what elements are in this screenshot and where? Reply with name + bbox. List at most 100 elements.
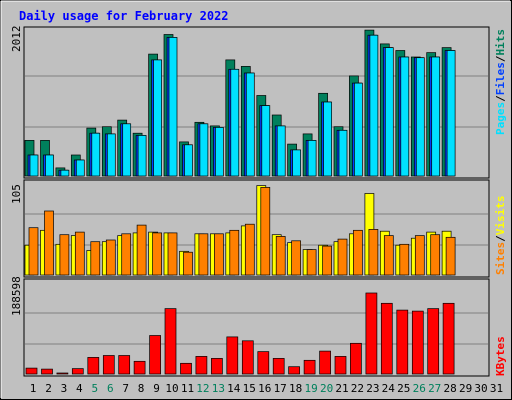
pages-bar [323,101,332,177]
x-tick-label: 23 [366,382,379,395]
sites-bar [167,232,178,276]
x-tick-label: 29 [459,382,472,395]
pages-bar [292,149,301,177]
x-tick-label: 27 [428,382,441,395]
sites-bar [152,232,162,276]
pages-bar [276,125,286,177]
pages-bar [137,135,147,177]
x-tick-label: 31 [490,382,503,395]
sites-bar [399,243,410,276]
x-tick-label: 28 [443,382,456,395]
legend-files: Files [494,62,507,95]
kbytes-bar [241,340,254,375]
legend-sep: / [494,95,507,102]
sites-bar [229,229,240,276]
kbytes-bar [380,302,393,375]
x-tick-label: 13 [212,382,225,395]
kbytes-bar [102,355,115,375]
sites-bar [368,229,379,276]
pages-bar [122,123,132,177]
x-tick-label: 11 [181,382,194,395]
pages-bar [415,57,425,177]
pages-bar [431,56,441,177]
x-tick-label: 5 [91,382,98,395]
kbytes-ymax-label: 188598 [10,276,23,316]
sites-bar [44,210,54,276]
x-tick-label: 9 [153,382,160,395]
kbytes-bar [149,335,161,375]
x-tick-label: 15 [243,382,256,395]
pages-bar [400,56,410,177]
kbytes-bar [411,310,424,375]
sites-bar [28,227,39,276]
sites-bar [198,233,209,276]
sites-bar [430,234,441,276]
kbytes-bar [334,356,347,375]
pages-bar [45,154,54,177]
kbytes-bar [118,355,131,375]
legend-sep: / [494,55,507,62]
sites-bar [90,241,101,276]
svg-text:KBytes: KBytes [494,336,507,376]
chart-title: Daily usage for February 2022 [19,9,229,23]
pages-bar [91,132,101,177]
kbytes-bar [71,368,84,375]
legend-visits: Visits [494,196,507,236]
x-tick-label: 8 [138,382,145,395]
x-tick-label: 17 [274,382,287,395]
pages-bar [338,129,348,177]
legend-hits: Hits [494,29,507,56]
pages-bar [75,159,85,177]
pages-bar [446,50,456,177]
sites-bar [445,236,456,276]
sites-bar [306,249,317,276]
legend-kbytes: KBytes [494,336,507,376]
x-tick-label: 21 [335,382,348,395]
pages-bar [184,144,193,177]
pages-bar [354,82,363,177]
x-tick-label: 26 [413,382,426,395]
kbytes-bar [350,342,362,375]
x-tick-label: 25 [397,382,410,395]
x-tick-label: 6 [107,382,114,395]
pages-bar [199,123,209,177]
pages-bar [384,47,394,177]
pages-bar [168,37,178,177]
sites-bar [322,245,332,276]
sites-bar [275,236,286,276]
kbytes-bar [288,366,300,375]
x-tick-label: 3 [61,382,68,395]
hits-ymax-label: 2012 [10,26,23,53]
hits-legend: Pages/Files/Hits [494,29,507,135]
kbytes-bar [442,302,455,375]
svg-text:Sites/Visits: Sites/Visits [494,196,507,276]
x-tick-label: 24 [382,382,396,395]
kbytes-bar [319,350,331,375]
kbytes-bar [211,358,223,375]
kbytes-bar [133,360,146,375]
sites-bar [244,223,255,276]
pages-bar [29,154,39,177]
pages-bar [153,59,162,177]
kbytes-bar [272,358,285,375]
x-tick-label: 2 [45,382,52,395]
pages-bar [60,169,70,177]
kbytes-bar [25,367,38,375]
kbytes-bar [257,351,270,375]
visits-ymax-label: 105 [10,184,23,204]
kbytes-panel [23,278,490,377]
x-tick-label: 19 [304,382,317,395]
pages-bar [230,68,240,177]
sites-bar [105,239,116,276]
sites-bar [260,187,271,276]
legend-sites: Sites [494,242,507,275]
x-tick-label: 18 [289,382,302,395]
sites-bar [214,233,224,276]
kbytes-legend: KBytes [494,336,507,376]
kbytes-bar [56,372,69,375]
x-tick-label: 4 [76,382,83,395]
legend-pages: Pages [494,102,507,135]
kbytes-bar [41,368,53,375]
visits-legend: Sites/Visits [494,196,507,276]
